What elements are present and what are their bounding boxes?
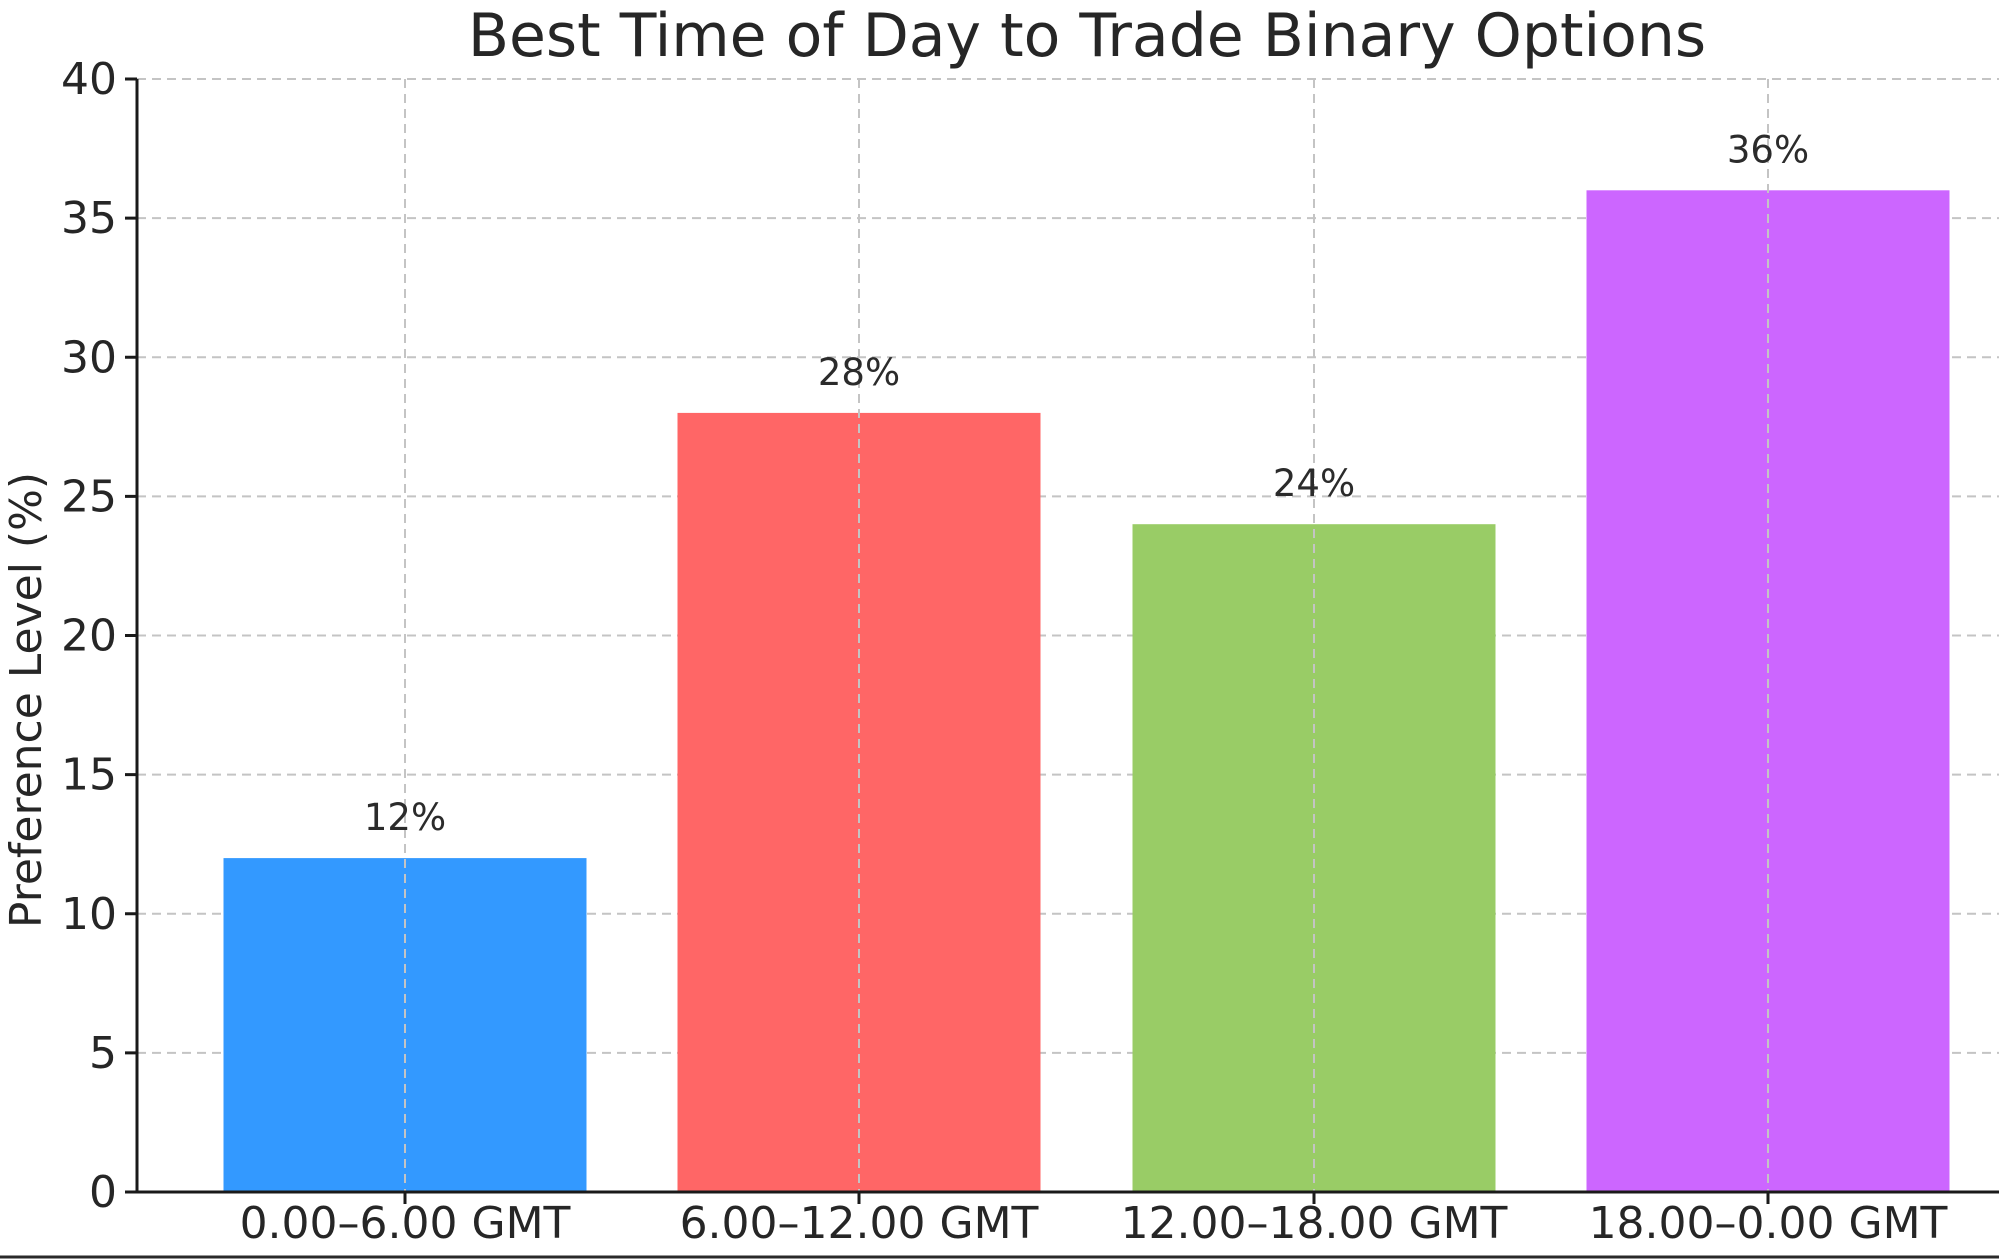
vertical-grid-layer — [404, 79, 1769, 1192]
bar-value-label: 36% — [1727, 128, 1809, 171]
bar-value-label: 28% — [818, 351, 900, 394]
y-tick-label: 25 — [61, 471, 117, 522]
bar-layer — [223, 190, 1950, 1193]
bar-value-label: 12% — [364, 796, 446, 839]
y-axis-label: Preference Level (%) — [1, 472, 52, 928]
y-tick-label: 10 — [61, 889, 117, 940]
x-tick-label: 18.00–0.00 GMT — [1589, 1198, 1948, 1249]
y-tick-label: 5 — [89, 1028, 117, 1079]
bar-value-label: 24% — [1273, 462, 1355, 505]
y-tick-label: 35 — [61, 193, 117, 244]
x-tick-label: 6.00–12.00 GMT — [680, 1198, 1039, 1249]
x-tick-label: 12.00–18.00 GMT — [1121, 1198, 1508, 1249]
y-tick-label: 0 — [89, 1167, 117, 1218]
y-tick-label: 15 — [61, 750, 117, 801]
x-tick-label: 0.00–6.00 GMT — [240, 1198, 571, 1249]
y-tick-label: 20 — [61, 611, 117, 662]
y-tick-label: 40 — [61, 54, 117, 105]
axis-layer — [0, 77, 1999, 1259]
y-tick-label: 30 — [61, 332, 117, 383]
chart-title: Best Time of Day to Trade Binary Options — [468, 1, 1706, 71]
label-layer: 0 5 10 15 20 25 30 35 40 0.00–6.00 GMT 6.00–12.00 … — [61, 54, 1948, 1249]
